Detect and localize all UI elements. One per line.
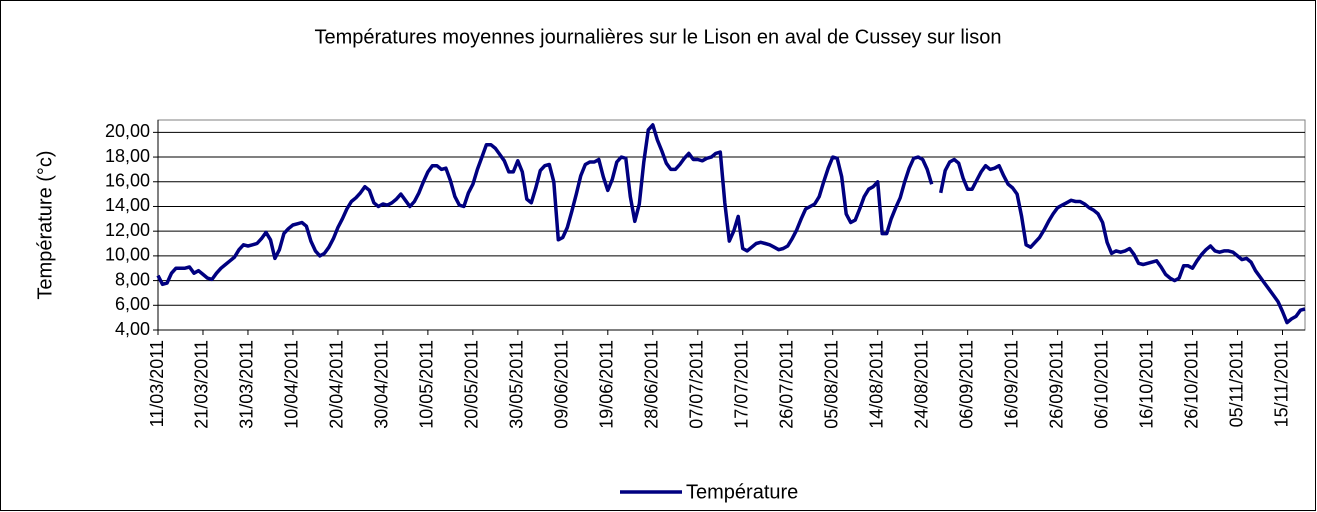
x-tick-label: 16/09/2011 [1001, 340, 1021, 429]
x-tick-label: 05/08/2011 [821, 340, 841, 429]
x-tick-label: 15/11/2011 [1271, 340, 1291, 427]
x-tick-label: 14/08/2011 [866, 340, 886, 429]
x-tick-label: 28/06/2011 [642, 340, 662, 429]
y-axis-title: Température (°c) [34, 150, 56, 299]
y-tick-label: 18,00 [105, 146, 150, 166]
x-tick-label: 26/07/2011 [776, 340, 796, 429]
x-tick-label: 11/03/2011 [147, 340, 167, 427]
data-line [156, 123, 1306, 325]
x-tick-label: 19/06/2011 [597, 340, 617, 429]
legend-label: Température [686, 481, 798, 503]
x-tick-label: 30/05/2011 [507, 340, 527, 429]
x-tick-label: 06/09/2011 [956, 340, 976, 429]
x-tick-label: 07/07/2011 [687, 340, 707, 429]
x-tick-label: 06/10/2011 [1091, 340, 1111, 429]
x-tick-label: 24/08/2011 [911, 340, 931, 429]
x-tick-label: 16/10/2011 [1136, 340, 1156, 429]
y-tick-label: 6,00 [115, 294, 150, 314]
plot-area [157, 119, 1306, 331]
x-tick-label: 05/11/2011 [1226, 340, 1246, 427]
x-tick-label: 20/05/2011 [462, 340, 482, 429]
y-tick-label: 12,00 [105, 220, 150, 240]
x-tick-label: 17/07/2011 [731, 340, 751, 429]
x-tick-label: 10/05/2011 [417, 340, 437, 429]
x-tick-label: 30/04/2011 [372, 340, 392, 429]
x-tick-label: 31/03/2011 [237, 340, 257, 429]
y-tick-label: 16,00 [105, 171, 150, 191]
x-tick-label: 26/09/2011 [1046, 340, 1066, 429]
x-tick-label: 09/06/2011 [552, 340, 572, 429]
y-tick-label: 4,00 [115, 319, 150, 339]
y-tick-label: 10,00 [105, 245, 150, 265]
x-tick-label: 21/03/2011 [192, 340, 212, 429]
chart-title: Températures moyennes journalières sur l… [314, 26, 1001, 48]
x-tick-label: 10/04/2011 [282, 340, 302, 429]
y-tick-label: 20,00 [105, 121, 150, 141]
y-tick-label: 14,00 [105, 195, 150, 215]
x-tick-label: 26/10/2011 [1181, 340, 1201, 429]
y-tick-label: 8,00 [115, 269, 150, 289]
x-tick-label: 20/04/2011 [327, 340, 347, 429]
